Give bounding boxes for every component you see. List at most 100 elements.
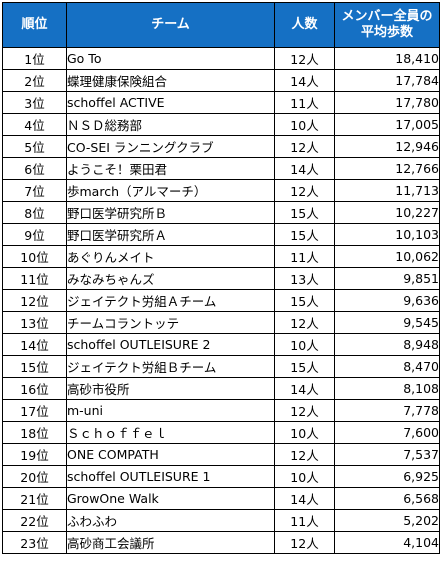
team-name-cell: 野口医学研究所Ｂ bbox=[66, 201, 275, 224]
table-row: 12位 ジェイテクト労組Ａチーム 15人 9,636 bbox=[2, 289, 440, 312]
average-steps-cell: 6,925 bbox=[334, 465, 440, 488]
header-rank: 順位 bbox=[2, 2, 67, 48]
team-name-cell: ジェイテクト労組Ｂチーム bbox=[66, 355, 275, 378]
rank-cell: 16位 bbox=[2, 377, 67, 400]
table-row: 7位 歩march（アルマーチ） 12人 11,713 bbox=[2, 179, 440, 202]
rank-cell: 19位 bbox=[2, 443, 67, 466]
member-count-cell: 10人 bbox=[274, 113, 335, 136]
table-row: 15位 ジェイテクト労組Ｂチーム 15人 8,470 bbox=[2, 355, 440, 378]
team-name-cell: ＮＳＤ総務部 bbox=[66, 113, 275, 136]
average-steps-cell: 9,851 bbox=[334, 267, 440, 290]
member-count-cell: 14人 bbox=[274, 377, 335, 400]
team-name-cell: ふわふわ bbox=[66, 509, 275, 532]
table-row: 8位 野口医学研究所Ｂ 15人 10,227 bbox=[2, 201, 440, 224]
average-steps-cell: 8,948 bbox=[334, 333, 440, 356]
average-steps-cell: 8,108 bbox=[334, 377, 440, 400]
team-ranking-table: 順位 チーム 人数 メンバー全員の 平均歩数 1位 Go To 12人 18,410 2… bbox=[2, 2, 440, 554]
average-steps-cell: 7,600 bbox=[334, 421, 440, 444]
header-average-steps: メンバー全員の 平均歩数 bbox=[334, 2, 440, 48]
member-count-cell: 14人 bbox=[274, 487, 335, 510]
member-count-cell: 12人 bbox=[274, 443, 335, 466]
member-count-cell: 10人 bbox=[274, 333, 335, 356]
rank-cell: 21位 bbox=[2, 487, 67, 510]
team-name-cell: 歩march（アルマーチ） bbox=[66, 179, 275, 202]
member-count-cell: 12人 bbox=[274, 311, 335, 334]
table-row: 21位 GrowOne Walk 14人 6,568 bbox=[2, 487, 440, 510]
table-row: 19位 ONE COMPATH 12人 7,537 bbox=[2, 443, 440, 466]
table-row: 1位 Go To 12人 18,410 bbox=[2, 47, 440, 70]
rank-cell: 9位 bbox=[2, 223, 67, 246]
rank-cell: 14位 bbox=[2, 333, 67, 356]
table-row: 9位 野口医学研究所Ａ 15人 10,103 bbox=[2, 223, 440, 246]
table-row: 22位 ふわふわ 11人 5,202 bbox=[2, 509, 440, 532]
team-name-cell: Ｓｃｈｏｆｆｅｌ bbox=[66, 421, 275, 444]
member-count-cell: 10人 bbox=[274, 421, 335, 444]
average-steps-cell: 17,005 bbox=[334, 113, 440, 136]
average-steps-cell: 18,410 bbox=[334, 47, 440, 70]
rank-cell: 1位 bbox=[2, 47, 67, 70]
member-count-cell: 12人 bbox=[274, 399, 335, 422]
table-row: 20位 schoffel OUTLEISURE 1 10人 6,925 bbox=[2, 465, 440, 488]
team-name-cell: Go To bbox=[66, 47, 275, 70]
member-count-cell: 10人 bbox=[274, 465, 335, 488]
table-header-row: 順位 チーム 人数 メンバー全員の 平均歩数 bbox=[2, 2, 440, 48]
table-row: 10位 あぐりんメイト 11人 10,062 bbox=[2, 245, 440, 268]
team-name-cell: schoffel OUTLEISURE 2 bbox=[66, 333, 275, 356]
average-steps-cell: 10,103 bbox=[334, 223, 440, 246]
rank-cell: 15位 bbox=[2, 355, 67, 378]
rank-cell: 4位 bbox=[2, 113, 67, 136]
rank-cell: 12位 bbox=[2, 289, 67, 312]
member-count-cell: 11人 bbox=[274, 245, 335, 268]
member-count-cell: 12人 bbox=[274, 47, 335, 70]
average-steps-cell: 11,713 bbox=[334, 179, 440, 202]
team-name-cell: 高砂商工会議所 bbox=[66, 531, 275, 554]
rank-cell: 10位 bbox=[2, 245, 67, 268]
rank-cell: 5位 bbox=[2, 135, 67, 158]
rank-cell: 23位 bbox=[2, 531, 67, 554]
rank-cell: 8位 bbox=[2, 201, 67, 224]
average-steps-cell: 10,227 bbox=[334, 201, 440, 224]
header-average-steps-line2: 平均歩数 bbox=[360, 25, 413, 40]
table-row: 2位 蝶理健康保険組合 14人 17,784 bbox=[2, 69, 440, 92]
average-steps-cell: 9,636 bbox=[334, 289, 440, 312]
average-steps-cell: 7,778 bbox=[334, 399, 440, 422]
table-row: 11位 みなみちゃんズ 13人 9,851 bbox=[2, 267, 440, 290]
team-name-cell: ジェイテクト労組Ａチーム bbox=[66, 289, 275, 312]
table-row: 18位 Ｓｃｈｏｆｆｅｌ 10人 7,600 bbox=[2, 421, 440, 444]
average-steps-cell: 6,568 bbox=[334, 487, 440, 510]
table-row: 14位 schoffel OUTLEISURE 2 10人 8,948 bbox=[2, 333, 440, 356]
team-name-cell: 蝶理健康保険組合 bbox=[66, 69, 275, 92]
rank-cell: 20位 bbox=[2, 465, 67, 488]
rank-cell: 6位 bbox=[2, 157, 67, 180]
team-name-cell: GrowOne Walk bbox=[66, 487, 275, 510]
member-count-cell: 11人 bbox=[274, 91, 335, 114]
table-row: 4位 ＮＳＤ総務部 10人 17,005 bbox=[2, 113, 440, 136]
average-steps-cell: 12,946 bbox=[334, 135, 440, 158]
rank-cell: 3位 bbox=[2, 91, 67, 114]
team-name-cell: チームコラントッテ bbox=[66, 311, 275, 334]
team-name-cell: schoffel OUTLEISURE 1 bbox=[66, 465, 275, 488]
header-average-steps-line1: メンバー全員の bbox=[341, 9, 433, 24]
member-count-cell: 14人 bbox=[274, 157, 335, 180]
team-name-cell: ようこそ！栗田君 bbox=[66, 157, 275, 180]
rank-cell: 17位 bbox=[2, 399, 67, 422]
member-count-cell: 12人 bbox=[274, 531, 335, 554]
table-row: 6位 ようこそ！栗田君 14人 12,766 bbox=[2, 157, 440, 180]
team-name-cell: CO-SEI ランニングクラブ bbox=[66, 135, 275, 158]
header-team: チーム bbox=[66, 2, 275, 48]
average-steps-cell: 8,470 bbox=[334, 355, 440, 378]
average-steps-cell: 10,062 bbox=[334, 245, 440, 268]
average-steps-cell: 4,104 bbox=[334, 531, 440, 554]
member-count-cell: 12人 bbox=[274, 135, 335, 158]
member-count-cell: 11人 bbox=[274, 509, 335, 532]
average-steps-cell: 7,537 bbox=[334, 443, 440, 466]
table-row: 13位 チームコラントッテ 12人 9,545 bbox=[2, 311, 440, 334]
table-row: 17位 m-uni 12人 7,778 bbox=[2, 399, 440, 422]
member-count-cell: 15人 bbox=[274, 201, 335, 224]
average-steps-cell: 5,202 bbox=[334, 509, 440, 532]
member-count-cell: 14人 bbox=[274, 69, 335, 92]
table-row: 16位 高砂市役所 14人 8,108 bbox=[2, 377, 440, 400]
rank-cell: 13位 bbox=[2, 311, 67, 334]
team-name-cell: あぐりんメイト bbox=[66, 245, 275, 268]
team-name-cell: 野口医学研究所Ａ bbox=[66, 223, 275, 246]
